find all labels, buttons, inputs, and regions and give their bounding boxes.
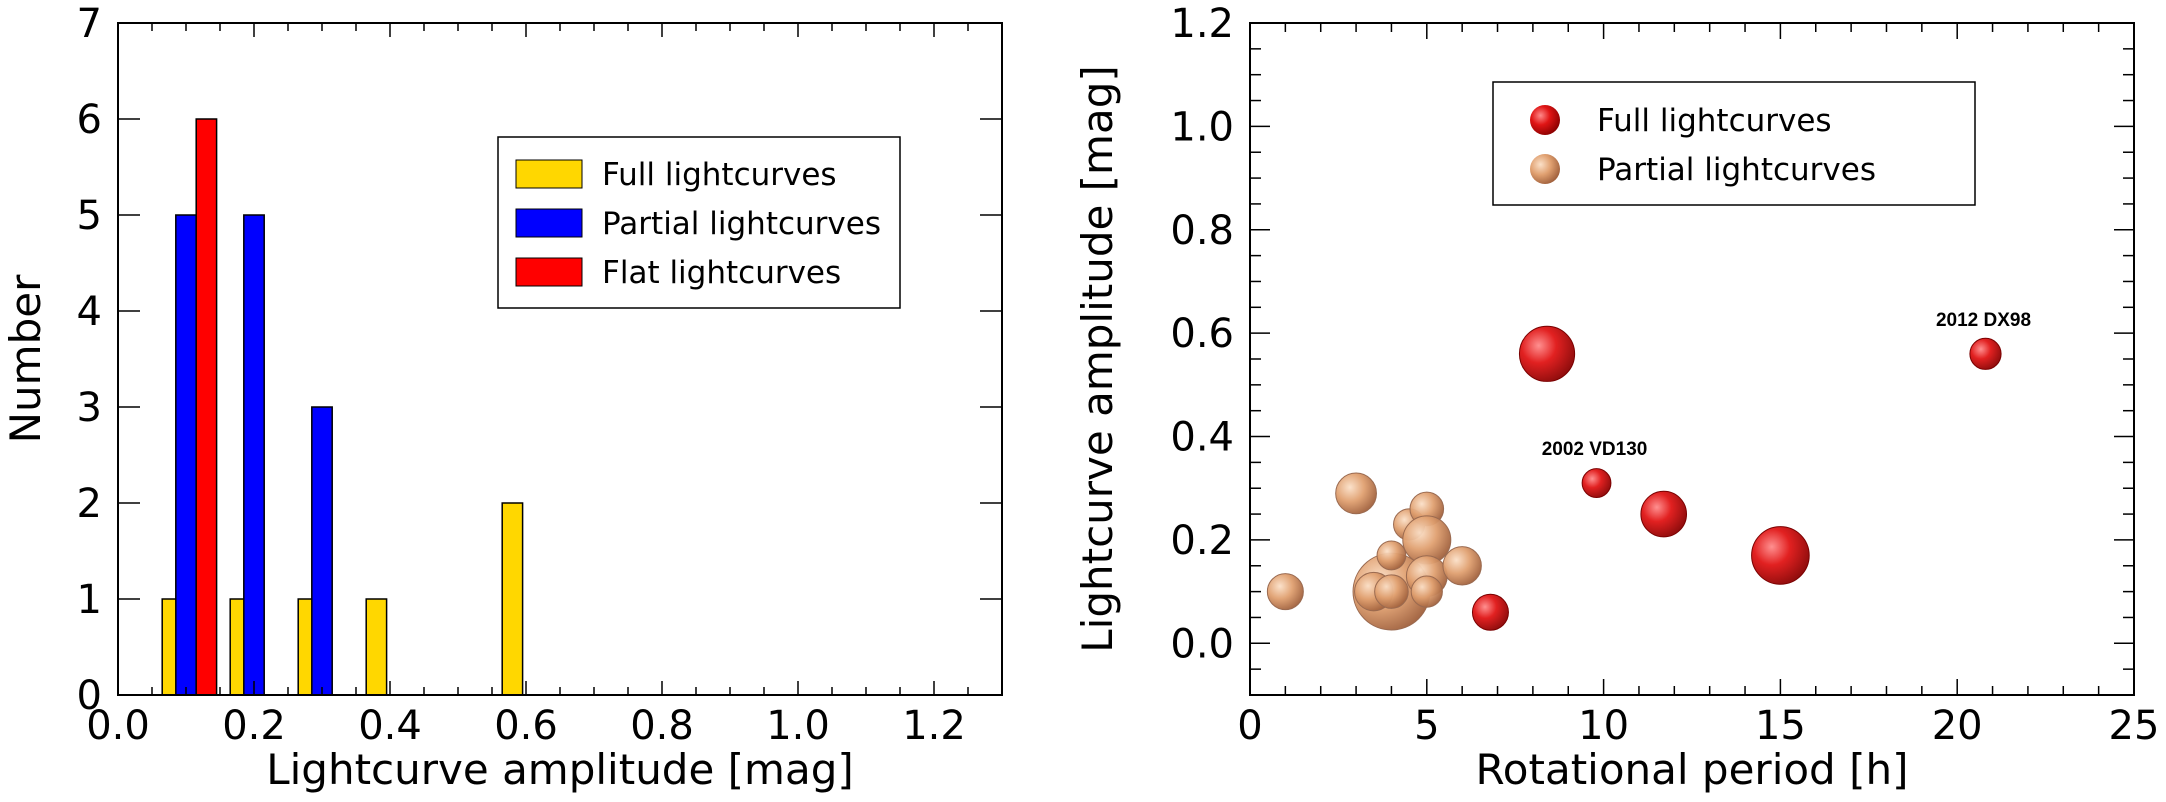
y-tick-label: 0.0 xyxy=(1170,621,1234,667)
bar-partial-lightcurves-0 xyxy=(175,214,197,696)
legend-label-partial: Partial lightcurves xyxy=(602,206,881,242)
y-tick-label: 1.2 xyxy=(1170,1,1234,47)
x-tick-label: 1.2 xyxy=(902,703,966,749)
bar-full-lightcurves-3 xyxy=(365,598,388,696)
y-tick-label: 5 xyxy=(77,193,102,239)
x-tick-label: 5 xyxy=(1414,703,1439,749)
scatter-annotations: 2002 VD130 2012 DX98 xyxy=(1542,310,2031,460)
bar-full-lightcurves-4 xyxy=(501,502,524,696)
point-partial-lightcurves-9 xyxy=(1410,575,1443,608)
legend-swatch-full xyxy=(515,159,583,189)
x-tick-label: 0.0 xyxy=(86,703,150,749)
y-tick-label: 0.4 xyxy=(1170,415,1234,461)
left-y-tick-labels: 0 1 2 3 4 5 6 7 xyxy=(77,1,102,719)
x-tick-label: 10 xyxy=(1578,703,1629,749)
y-tick-label: 0.6 xyxy=(1170,311,1234,357)
right-y-tick-labels: 0.0 0.2 0.4 0.6 0.8 1.0 1.2 xyxy=(1170,1,1234,667)
x-tick-label: 0.8 xyxy=(630,703,694,749)
point-full-lightcurves-5 xyxy=(1471,593,1509,631)
point-partial-lightcurves-4 xyxy=(1376,540,1407,571)
x-tick-label: 25 xyxy=(2109,703,2160,749)
legend-marker-full xyxy=(1530,105,1560,135)
legend-label-full-lightcurves: Full lightcurves xyxy=(1597,103,1832,139)
point-full-lightcurves-0 xyxy=(1518,325,1576,382)
y-tick-label: 0.8 xyxy=(1170,208,1234,254)
x-tick-label: 0.2 xyxy=(222,703,286,749)
left-legend: Full lightcurves Partial lightcurves Fla… xyxy=(497,136,901,309)
left-y-axis-title: Number xyxy=(1,274,50,443)
right-scatter-panel: 0 5 10 15 20 25 0.0 0.2 0.4 0.6 0.8 1.0 1.2 2002 VD… xyxy=(1073,1,2159,794)
point-partial-lightcurves-10 xyxy=(1442,546,1482,586)
right-legend: Full lightcurves Partial lightcurves xyxy=(1492,81,1976,206)
annotation-label-1: 2012 DX98 xyxy=(1936,310,2031,331)
left-x-tick-labels: 0.0 0.2 0.4 0.6 0.8 1.0 1.2 xyxy=(86,703,966,749)
left-axis-ticks xyxy=(117,22,1003,696)
bar-partial-lightcurves-1 xyxy=(243,214,265,696)
x-tick-label: 0.4 xyxy=(358,703,422,749)
x-tick-label: 0 xyxy=(1237,703,1262,749)
right-legend-box xyxy=(1492,81,1976,206)
y-tick-label: 6 xyxy=(77,97,102,143)
point-partial-lightcurves-1 xyxy=(1335,472,1377,515)
legend-swatch-partial xyxy=(515,208,583,238)
y-tick-label: 0 xyxy=(77,673,102,719)
legend-marker-partial xyxy=(1530,154,1560,184)
right-axis-ticks xyxy=(1249,22,2135,696)
x-tick-label: 15 xyxy=(1755,703,1806,749)
histogram-bars xyxy=(161,118,524,696)
left-x-axis-title: Lightcurve amplitude [mag] xyxy=(266,745,854,794)
x-tick-label: 20 xyxy=(1932,703,1983,749)
legend-label-flat: Flat lightcurves xyxy=(602,255,841,291)
left-histogram-panel: 0.0 0.2 0.4 0.6 0.8 1.0 1.2 0 1 2 3 4 5 6 7 Lightcurv… xyxy=(1,1,1003,794)
x-tick-label: 1.0 xyxy=(766,703,830,749)
legend-label-partial-lightcurves: Partial lightcurves xyxy=(1597,152,1876,188)
legend-swatch-flat xyxy=(515,257,583,287)
annotation-label-0: 2002 VD130 xyxy=(1542,439,1648,460)
scatter-points xyxy=(1266,325,2002,631)
y-tick-label: 0.2 xyxy=(1170,518,1234,564)
y-tick-label: 1.0 xyxy=(1170,104,1234,150)
bar-partial-lightcurves-2 xyxy=(311,406,333,696)
legend-label-full: Full lightcurves xyxy=(602,157,837,193)
y-tick-label: 2 xyxy=(77,481,102,527)
point-partial-lightcurves-0 xyxy=(1266,573,1304,611)
right-x-tick-labels: 0 5 10 15 20 25 xyxy=(1237,703,2159,749)
right-y-axis-title: Lightcurve amplitude [mag] xyxy=(1073,65,1122,653)
point-full-lightcurves-4 xyxy=(1751,526,1810,585)
x-tick-label: 0.6 xyxy=(494,703,558,749)
point-full-lightcurves-3 xyxy=(1640,490,1688,538)
y-tick-label: 4 xyxy=(77,289,102,335)
point-partial-lightcurves-11 xyxy=(1374,574,1409,609)
y-tick-label: 7 xyxy=(77,1,102,47)
point-full-lightcurves-1 xyxy=(1969,337,2002,370)
right-x-axis-title: Rotational period [h] xyxy=(1476,745,1909,794)
y-tick-label: 1 xyxy=(77,577,102,623)
bar-flat-lightcurves-0 xyxy=(195,118,218,696)
point-full-lightcurves-2 xyxy=(1581,468,1612,498)
y-tick-label: 3 xyxy=(77,385,102,431)
